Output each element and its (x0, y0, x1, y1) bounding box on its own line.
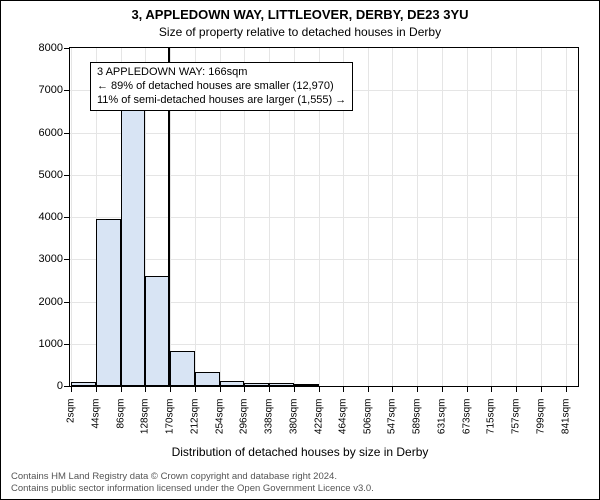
x-tick-label: 44sqm (90, 399, 101, 449)
y-tick-label: 1000 (23, 338, 63, 350)
histogram-bar (71, 382, 96, 386)
grid-line-v (541, 48, 542, 386)
x-tick-label: 170sqm (165, 399, 176, 449)
y-tick (64, 48, 69, 49)
y-tick (64, 90, 69, 91)
x-tick (220, 387, 221, 392)
x-tick (145, 387, 146, 392)
y-tick (64, 175, 69, 176)
footer-line-1: Contains HM Land Registry data © Crown c… (11, 471, 589, 483)
y-tick-label: 3000 (23, 253, 63, 265)
x-tick (170, 387, 171, 392)
grid-line-v (442, 48, 443, 386)
grid-line-v (566, 48, 567, 386)
x-tick (417, 387, 418, 392)
histogram-bar (145, 276, 170, 386)
y-tick-label: 5000 (23, 169, 63, 181)
histogram-bar (195, 372, 220, 386)
y-tick (64, 259, 69, 260)
x-tick (491, 387, 492, 392)
y-tick (64, 386, 69, 387)
x-tick-label: 128sqm (140, 399, 151, 449)
grid-line-v (368, 48, 369, 386)
x-tick-label: 380sqm (288, 399, 299, 449)
x-tick (566, 387, 567, 392)
x-tick-label: 799sqm (535, 399, 546, 449)
footer-line-2: Contains public sector information licen… (11, 483, 589, 495)
x-tick-label: 673sqm (461, 399, 472, 449)
histogram-bar (96, 219, 121, 386)
y-tick-label: 4000 (23, 211, 63, 223)
annotation-line-3: 11% of semi-detached houses are larger (… (97, 94, 346, 108)
grid-line-v (467, 48, 468, 386)
x-tick-label: 757sqm (511, 399, 522, 449)
x-tick (96, 387, 97, 392)
x-tick (368, 387, 369, 392)
x-tick-label: 631sqm (436, 399, 447, 449)
x-tick (71, 387, 72, 392)
chart-footer: Contains HM Land Registry data © Crown c… (11, 471, 589, 495)
x-tick-label: 2sqm (66, 399, 77, 449)
x-tick-label: 212sqm (189, 399, 200, 449)
histogram-bar (269, 383, 294, 386)
x-tick (516, 387, 517, 392)
y-tick-label: 6000 (23, 127, 63, 139)
x-tick-label: 506sqm (363, 399, 374, 449)
histogram-bar (121, 101, 146, 386)
x-tick (392, 387, 393, 392)
x-tick-label: 547sqm (387, 399, 398, 449)
x-tick (319, 387, 320, 392)
x-tick (195, 387, 196, 392)
x-tick-label: 422sqm (313, 399, 324, 449)
chart-frame: 3, APPLEDOWN WAY, LITTLEOVER, DERBY, DE2… (0, 0, 600, 500)
grid-line-v (417, 48, 418, 386)
annotation-box: 3 APPLEDOWN WAY: 166sqm← 89% of detached… (90, 62, 353, 111)
x-tick-label: 589sqm (412, 399, 423, 449)
grid-line-v (392, 48, 393, 386)
plot-area: 3 APPLEDOWN WAY: 166sqm← 89% of detached… (69, 47, 579, 387)
x-tick (541, 387, 542, 392)
x-tick (467, 387, 468, 392)
x-tick (244, 387, 245, 392)
y-tick (64, 133, 69, 134)
x-tick (121, 387, 122, 392)
annotation-line-1: 3 APPLEDOWN WAY: 166sqm (97, 66, 346, 80)
grid-line-v (71, 48, 72, 386)
x-tick-label: 715sqm (486, 399, 497, 449)
y-tick-label: 2000 (23, 296, 63, 308)
x-tick (442, 387, 443, 392)
y-tick-label: 8000 (23, 42, 63, 54)
chart-subtitle: Size of property relative to detached ho… (1, 25, 599, 39)
x-tick-label: 296sqm (239, 399, 250, 449)
x-tick (343, 387, 344, 392)
x-tick-label: 254sqm (214, 399, 225, 449)
histogram-bar (294, 384, 319, 386)
x-tick-label: 338sqm (264, 399, 275, 449)
x-tick (269, 387, 270, 392)
x-axis-label: Distribution of detached houses by size … (1, 445, 599, 459)
y-tick (64, 302, 69, 303)
y-tick-label: 0 (23, 380, 63, 392)
annotation-line-2: ← 89% of detached houses are smaller (12… (97, 80, 346, 94)
x-tick-label: 464sqm (338, 399, 349, 449)
histogram-bar (170, 351, 195, 386)
histogram-bar (220, 381, 245, 386)
x-tick (294, 387, 295, 392)
x-tick-label: 841sqm (560, 399, 571, 449)
x-tick-label: 86sqm (115, 399, 126, 449)
y-tick (64, 217, 69, 218)
histogram-bar (244, 383, 269, 386)
chart-title: 3, APPLEDOWN WAY, LITTLEOVER, DERBY, DE2… (1, 7, 599, 22)
y-tick (64, 344, 69, 345)
y-tick-label: 7000 (23, 84, 63, 96)
grid-line-v (491, 48, 492, 386)
grid-line-v (516, 48, 517, 386)
